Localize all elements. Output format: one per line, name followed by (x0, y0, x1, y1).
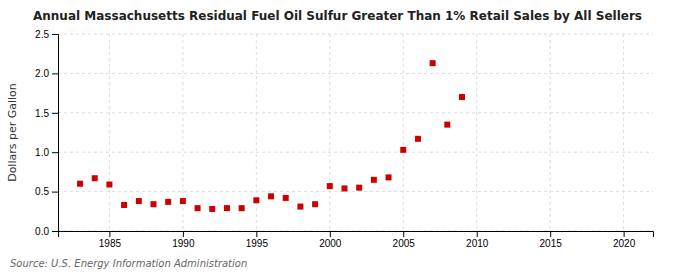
tick: 1985 (99, 231, 122, 249)
tick: 1.5 (35, 108, 58, 119)
point (77, 181, 83, 187)
axis-line (52, 35, 59, 232)
tick-label: 1990 (172, 238, 195, 249)
point (444, 122, 450, 128)
point (165, 199, 171, 205)
grid-line (58, 34, 653, 35)
tick: 1.0 (35, 147, 58, 158)
tick-mark (183, 231, 184, 237)
grid-line (58, 73, 653, 74)
tick-label: 2005 (393, 238, 416, 249)
point (239, 205, 245, 211)
tick-mark (52, 73, 58, 74)
point (341, 185, 347, 191)
grid-line (58, 112, 653, 113)
tick-label: 0.5 (35, 186, 49, 197)
grid-line (476, 34, 477, 231)
points (77, 60, 465, 212)
point (430, 60, 436, 66)
grid-line (58, 191, 653, 192)
tick-label: 1995 (246, 238, 269, 249)
point (224, 205, 230, 211)
tick-mark (477, 231, 478, 237)
point (268, 193, 274, 199)
tick-label: 2.5 (35, 29, 49, 40)
point (180, 198, 186, 204)
point (459, 94, 465, 100)
tick-label: 2020 (613, 238, 636, 249)
tick: 2.5 (35, 29, 58, 40)
tick-mark (330, 231, 331, 237)
tick: 2.0 (35, 68, 58, 79)
tick-mark (52, 192, 58, 193)
grid-line (550, 34, 551, 231)
point (195, 205, 201, 211)
axis-line (59, 232, 654, 238)
plot: 1985 1990 1995 2000 2005 2010 2015 2020 0.0 0.5 1.… (35, 29, 653, 249)
tick-mark (624, 231, 625, 237)
tick: 2015 (540, 231, 563, 249)
y-axis: 0.0 0.5 1.0 1.5 2.0 2.5 (35, 29, 58, 237)
tick-mark (550, 231, 551, 237)
tick-label: 2000 (319, 238, 342, 249)
tick: 1990 (172, 231, 195, 249)
point (415, 136, 421, 142)
tick-label: 1985 (99, 238, 122, 249)
grid-line (109, 34, 110, 231)
point (92, 175, 98, 181)
point (150, 201, 156, 207)
tick-label: 1.5 (35, 108, 49, 119)
chart: 1985 1990 1995 2000 2005 2010 2015 2020 0.0 0.5 1.… (0, 0, 675, 275)
tick-label: 1.0 (35, 147, 49, 158)
point (312, 201, 318, 207)
point (106, 182, 112, 188)
point (356, 185, 362, 191)
tick-mark (403, 231, 404, 237)
tick-label: 0.0 (35, 226, 49, 237)
tick: 2010 (466, 231, 489, 249)
tick: 2005 (393, 231, 416, 249)
grid-line (58, 152, 653, 153)
point (327, 183, 333, 189)
point (297, 204, 303, 210)
tick: 1995 (246, 231, 269, 249)
point (209, 206, 215, 212)
tick: 0.5 (35, 186, 58, 197)
point (371, 177, 377, 183)
grid-line (403, 34, 404, 231)
point (253, 197, 259, 203)
tick-label: 2015 (540, 238, 563, 249)
point (400, 147, 406, 153)
grid (58, 34, 653, 231)
tick-mark (109, 231, 110, 237)
tick-mark (52, 34, 58, 35)
grid-line (623, 34, 624, 231)
point (121, 202, 127, 208)
title: Annual Massachusetts Residual Fuel Oil S… (33, 9, 642, 23)
annotation: Source: U.S. Energy Information Administ… (10, 258, 247, 269)
tick-mark (52, 152, 58, 153)
point (386, 174, 392, 180)
tick-label: 2.0 (35, 68, 49, 79)
grid-line (329, 34, 330, 231)
tick-label: 2010 (466, 238, 489, 249)
tick-mark (52, 113, 58, 114)
tick: 2000 (319, 231, 342, 249)
point (283, 195, 289, 201)
tick-mark (256, 231, 257, 237)
x-axis: 1985 1990 1995 2000 2005 2010 2015 2020 (59, 231, 654, 249)
tick-mark (52, 231, 58, 232)
y-axis-title: Dollars per Gallon (6, 83, 19, 182)
tick: 2020 (613, 231, 636, 249)
tick: 0.0 (35, 226, 58, 237)
point (136, 198, 142, 204)
